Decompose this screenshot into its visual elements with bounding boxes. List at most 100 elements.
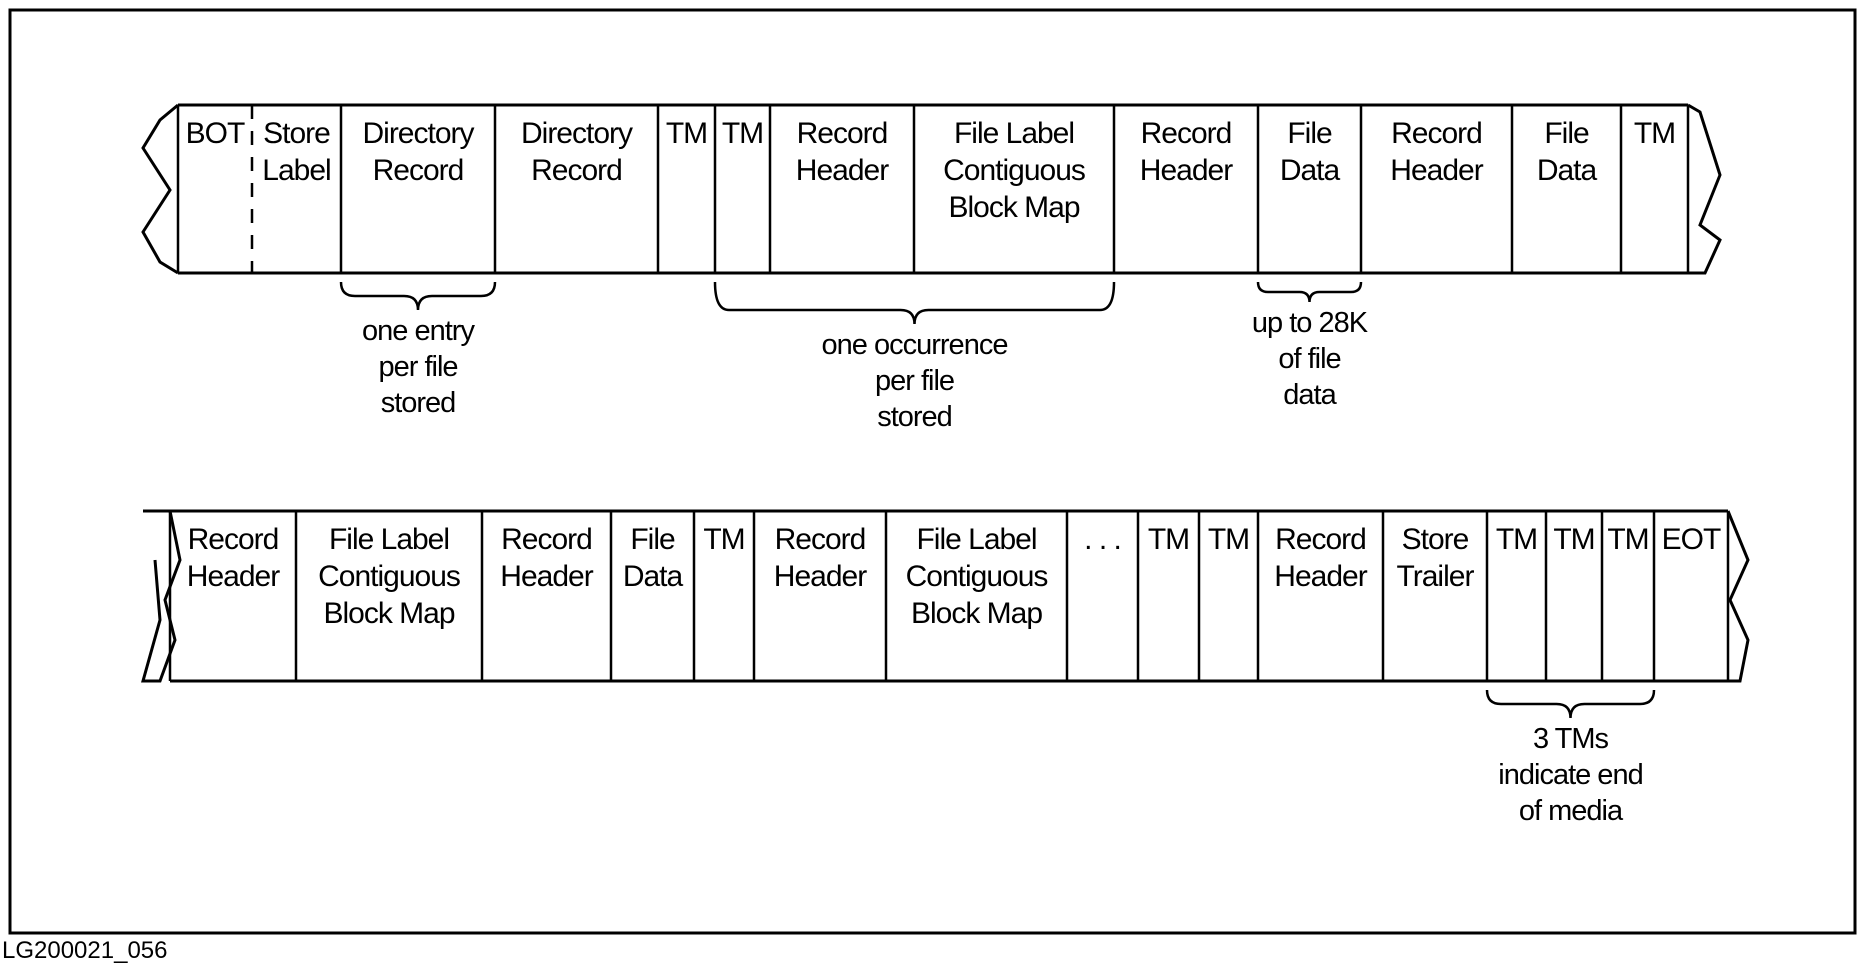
tape-cell: File Data [1280,117,1342,187]
cell-label: Block Map [911,597,1042,630]
cell-label: Record [1391,117,1482,150]
cell-label: Data [1280,154,1341,187]
cell-label: File [630,523,675,556]
tape-cell: Directory Record [521,117,634,187]
annotation-text: stored [877,401,952,433]
cell-label: BOT [186,117,245,150]
tape-row-2: Record Header File Label Contiguous Block Ma… [141,509,1750,827]
tape-cell: TM [1634,117,1676,150]
cell-label: Store [1402,523,1469,556]
figure-frame [8,8,1857,935]
annotation-text: of file [1278,343,1340,375]
cell-label: . . . [1084,523,1121,556]
cell-label: TM [1634,117,1675,150]
tape-cell: Record Header [796,117,890,187]
tape-cell: File Label Contiguous Block Map [318,523,461,630]
cell-label: File Label [916,523,1036,556]
tape-cell: TM [1208,523,1250,556]
annotation-text: indicate end [1498,759,1642,791]
cell-label: File Label [954,117,1074,150]
annotation-note: up to 28K of file data [1252,307,1370,411]
annotation-note: one entry per file stored [362,315,476,419]
annotation-text: one occurrence [822,329,1008,361]
cell-label: Header [774,560,867,593]
tape-cell: . . . [1084,523,1122,556]
tape-cell: TM [703,523,745,556]
cell-label: TM [1148,523,1189,556]
cell-label: Header [1390,154,1483,187]
figure-id: LG200021_056 [2,937,168,964]
tape-break-left [141,103,179,275]
cell-label: Record [501,523,592,556]
tape-cell: TM [666,117,708,150]
brace [1485,689,1656,719]
tape-cell: BOT [186,117,246,150]
cell-label: File [1287,117,1332,150]
cell-label: Header [1274,560,1367,593]
cell-label: TM [1496,523,1537,556]
tape-break-right [1687,103,1722,275]
tape-cell: File Label Contiguous Block Map [943,117,1086,224]
cell-label: File Label [329,523,449,556]
tape-cell: TM [1496,523,1538,556]
cell-label: Record [188,523,279,556]
cell-label: Data [1537,154,1598,187]
annotation-note: 3 TMs indicate end of media [1498,723,1643,827]
cell-label: Block Map [948,191,1079,224]
cell-label: Label [262,154,330,187]
tape-cell: Record Header [1390,117,1484,187]
cell-label: TM [722,117,763,150]
tape-cell: File Label Contiguous Block Map [906,523,1049,630]
brace [339,281,497,311]
tape-cell: File Data [623,523,685,593]
annotation-text: one entry [362,315,475,347]
cell-label: Record [373,154,464,187]
annotation-text: of media [1519,795,1624,827]
tape-cell: Record Header [500,523,594,593]
cell-label: EOT [1662,523,1721,556]
annotation-text: 3 TMs [1533,723,1609,755]
tape-row-1: BOT Store Label Directory Record Directory Rec… [141,103,1722,433]
cell-label: Record [1275,523,1366,556]
cell-label: TM [1607,523,1648,556]
cell-label: Contiguous [906,560,1048,593]
tape-cell: Record Header [187,523,281,593]
tape-break-right [1726,510,1750,683]
tape-cell: Record Header [774,523,868,593]
annotation-note: one occurrence per file stored [822,329,1009,433]
cell-label: Directory [521,117,633,150]
tape-break-left [141,509,182,683]
tape-cell: File Data [1537,117,1599,187]
tape-cell: Directory Record [362,117,475,187]
annotation-text: stored [381,387,456,419]
cell-label: TM [1553,523,1594,556]
tape-cell: Record Header [1274,523,1368,593]
brace [1256,281,1363,303]
tape-cell: TM [722,117,764,150]
tape-cell: EOT [1662,523,1722,556]
cell-label: TM [703,523,744,556]
cell-label: Record [797,117,888,150]
cell-label: Contiguous [318,560,460,593]
cell-label: File [1544,117,1589,150]
tape-cell: Store Label [262,117,331,187]
cell-label: TM [666,117,707,150]
cell-label: Header [500,560,593,593]
cell-label: Trailer [1397,560,1475,593]
cell-label: Store [263,117,330,150]
tape-cell: TM [1553,523,1595,556]
cell-label: Record [531,154,622,187]
tape-cell: Store Trailer [1397,523,1476,593]
annotation-text: per file [378,351,457,383]
annotation-text: per file [875,365,954,397]
cell-label: Record [775,523,866,556]
cell-label: Header [1140,154,1233,187]
tape-cell: TM [1607,523,1649,556]
tape-cell: TM [1148,523,1190,556]
cell-label: Data [623,560,684,593]
brace [713,281,1116,325]
cell-label: Header [796,154,889,187]
tape-cell: Record Header [1140,117,1234,187]
